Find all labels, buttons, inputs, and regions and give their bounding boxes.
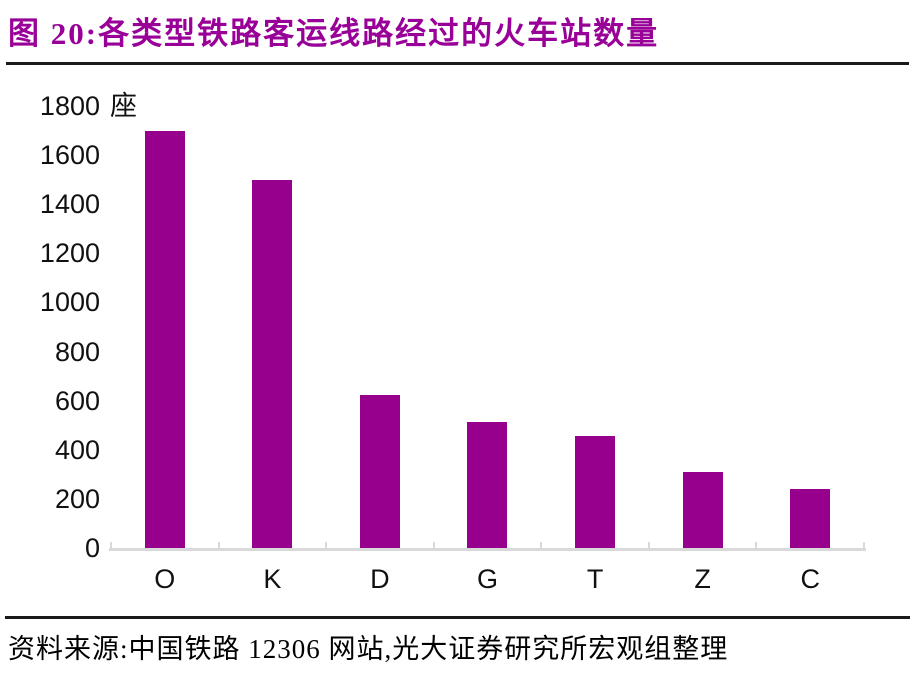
bar-T <box>575 436 616 548</box>
x-axis-tick <box>432 542 435 548</box>
bar-O <box>144 131 185 548</box>
x-axis-label-D: D <box>370 564 390 594</box>
figure-title: 图 20:各类型铁路客运线路经过的火车站数量 <box>8 16 660 51</box>
y-axis-unit-label: 座 <box>110 91 137 121</box>
x-axis-label-T: T <box>586 564 604 594</box>
y-axis-label-1200: 1200 <box>39 238 100 269</box>
y-axis-label-600: 600 <box>54 385 100 416</box>
x-axis-tick <box>755 542 758 548</box>
x-axis-tick <box>862 542 865 548</box>
y-axis-label-1400: 1400 <box>39 189 100 220</box>
bar-K <box>252 180 293 548</box>
bar-G <box>467 422 508 548</box>
x-axis-tick <box>110 542 112 548</box>
y-axis-label-1600: 1600 <box>39 140 100 171</box>
x-axis-line <box>109 548 866 551</box>
x-axis-tick <box>647 542 650 548</box>
y-axis-label-800: 800 <box>54 336 100 367</box>
y-axis-label-0: 0 <box>84 533 100 563</box>
y-axis-label-1800: 1800 <box>39 91 100 121</box>
footer-divider <box>5 616 910 619</box>
x-axis-tick <box>217 542 220 548</box>
x-axis-label-Z: Z <box>694 564 711 594</box>
bar-Z <box>682 472 723 548</box>
y-axis-label-1000: 1000 <box>39 287 100 318</box>
y-axis-label-200: 200 <box>54 483 100 514</box>
bar-C <box>790 489 831 548</box>
x-axis-label-O: O <box>154 564 176 594</box>
source-note: 资料来源:中国铁路 12306 网站,光大证券研究所宏观组整理 <box>8 634 729 664</box>
title-divider <box>6 62 909 65</box>
x-axis-label-G: G <box>476 564 498 594</box>
x-axis-label-C: C <box>800 564 820 594</box>
bar-D <box>359 395 400 548</box>
x-axis-label-K: K <box>263 564 282 594</box>
x-axis-tick <box>540 542 543 548</box>
x-axis-tick <box>325 542 328 548</box>
y-axis-label-400: 400 <box>54 434 100 465</box>
